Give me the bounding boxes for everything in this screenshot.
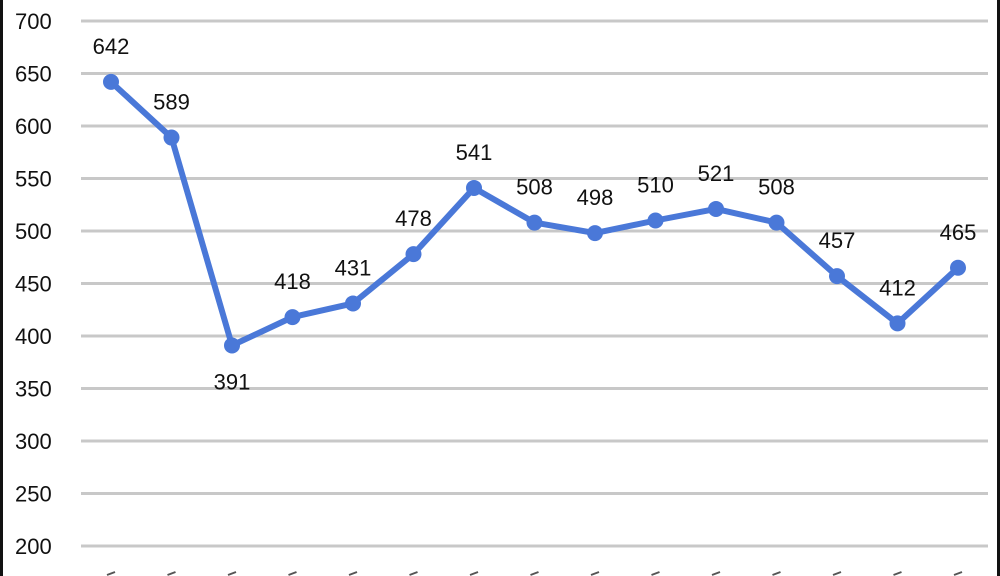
x-tick-mark — [469, 571, 479, 576]
data-point — [829, 268, 845, 285]
x-tick-mark — [651, 571, 660, 576]
data-label: 431 — [335, 255, 372, 280]
x-tick-mark — [227, 571, 237, 576]
data-points — [103, 73, 966, 354]
data-point — [526, 214, 543, 231]
y-tick-label-200: 200 — [15, 534, 52, 559]
y-tick-label-450: 450 — [15, 272, 52, 297]
data-label: 508 — [758, 175, 795, 200]
data-label: 412 — [879, 275, 916, 300]
data-label: 589 — [153, 90, 190, 115]
data-label: 642 — [93, 34, 130, 59]
data-label: 465 — [940, 220, 977, 245]
data-label: 478 — [395, 206, 432, 231]
y-tick-label-550: 550 — [15, 167, 52, 192]
data-point — [163, 129, 180, 146]
data-label: 508 — [516, 175, 553, 200]
x-tick-mark — [832, 571, 842, 576]
data-point — [950, 259, 966, 276]
data-point — [345, 295, 361, 312]
series-polyline — [108, 78, 961, 349]
data-label: 418 — [274, 269, 311, 294]
y-tick-label-400: 400 — [15, 324, 52, 349]
x-tick-mark — [893, 571, 902, 576]
data-point — [647, 212, 664, 229]
x-tick-mark — [409, 571, 418, 576]
x-tick-mark — [530, 571, 539, 576]
data-point — [587, 225, 603, 242]
x-tick-mark — [590, 571, 600, 576]
y-tick-label-350: 350 — [15, 377, 52, 402]
data-point — [768, 214, 785, 231]
x-tick-mark — [288, 571, 297, 576]
y-tick-label-300: 300 — [15, 429, 52, 454]
y-tick-label-650: 650 — [15, 62, 52, 87]
data-point — [466, 179, 482, 196]
y-tick-label-500: 500 — [15, 219, 52, 244]
data-label: 457 — [819, 228, 856, 253]
x-tick-mark — [167, 571, 176, 576]
data-point — [284, 309, 301, 326]
x-tick-mark — [711, 571, 721, 576]
x-tick-mark — [772, 571, 781, 576]
series-line — [108, 78, 961, 349]
x-tick-mark — [348, 571, 358, 576]
data-point — [889, 315, 906, 332]
data-label: 541 — [456, 140, 493, 165]
data-label: 521 — [698, 161, 735, 186]
data-label: 510 — [637, 173, 674, 198]
x-tick-mark — [953, 571, 963, 576]
gridlines — [81, 19, 988, 548]
data-point — [405, 246, 422, 263]
data-point — [103, 73, 119, 90]
y-tick-label-250: 250 — [15, 482, 52, 507]
x-axis-tick-marks — [106, 571, 963, 576]
line-chart: 200 250 300 350 400 450 500 550 600 650 700 642 589… — [15, 9, 988, 576]
data-point — [224, 337, 240, 354]
y-tick-label-600: 600 — [15, 114, 52, 139]
data-labels: 642 589 391 418 431 478 541 508 498 510 521 508 457 4… — [93, 34, 977, 395]
data-label: 498 — [577, 185, 614, 210]
y-tick-label-700: 700 — [15, 9, 52, 34]
data-label: 391 — [214, 369, 251, 394]
x-tick-mark — [106, 571, 116, 576]
y-axis-tick-labels: 200 250 300 350 400 450 500 550 600 650 700 — [15, 9, 52, 559]
data-point — [708, 200, 724, 217]
